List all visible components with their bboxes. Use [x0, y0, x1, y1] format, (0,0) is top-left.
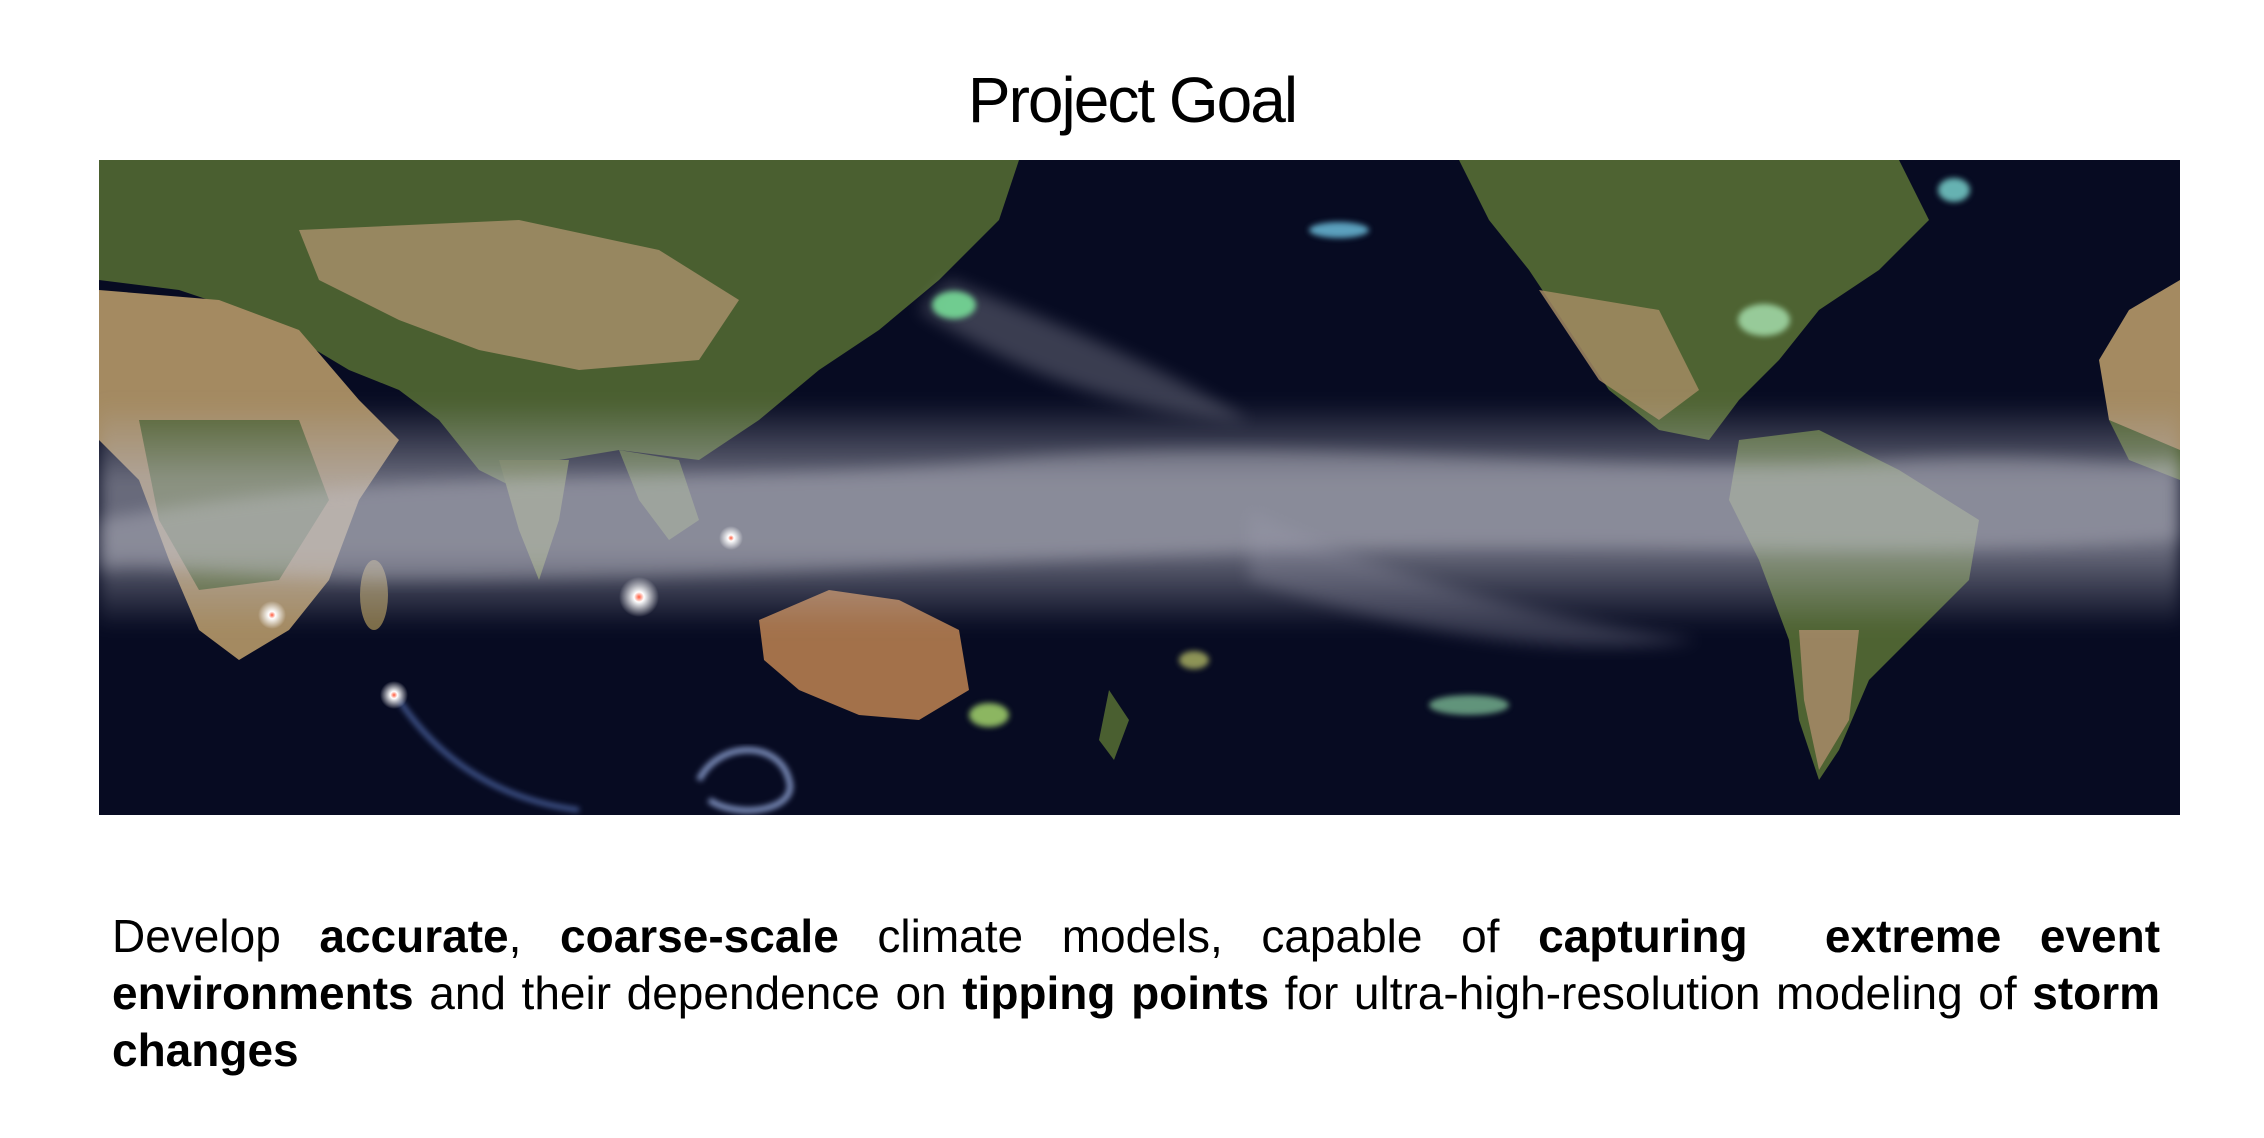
goal-keyword-coarse-scale: coarse-scale	[560, 910, 839, 962]
earth-cloud-simulation-map	[99, 160, 2180, 815]
goal-keyword-accurate: accurate	[319, 910, 509, 962]
goal-keyword-tipping-points: tipping points	[962, 967, 1270, 1019]
goal-keyword-extreme-event: extreme event	[1824, 910, 2161, 962]
goal-text-modeling: for ultra-high-resolution modeling of	[1284, 967, 2017, 1019]
goal-keyword-environments: environments	[112, 967, 414, 1019]
page-title: Project Goal	[967, 63, 1298, 136]
goal-statement: Develop accurate, coarse-scale climate m…	[112, 908, 2160, 1079]
goal-text-models: climate models, capable of	[877, 910, 1500, 962]
goal-keyword-capturing: capturing	[1538, 910, 1748, 962]
earth-cloud-simulation-map-icon	[99, 160, 2180, 815]
goal-text-dependence: and their dependence on	[429, 967, 947, 1019]
goal-keyword-storm-changes: storm changes	[112, 967, 2161, 1076]
goal-word-develop: Develop	[112, 910, 281, 962]
goal-comma: ,	[508, 910, 522, 962]
